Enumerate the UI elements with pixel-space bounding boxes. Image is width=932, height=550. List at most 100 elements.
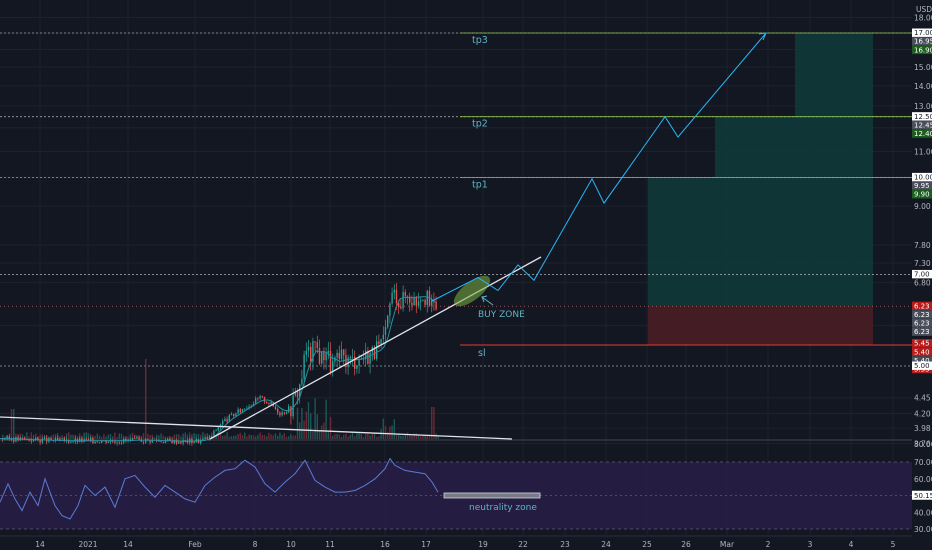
time-tick: 2021 [78,540,97,549]
volume-bar [378,436,380,439]
volume-bar [321,425,323,439]
candle-body [393,289,395,293]
buy-zone-ellipse[interactable] [449,270,495,311]
volume-bar [116,436,118,439]
time-tick: 17 [421,540,431,549]
volume-bar [85,432,87,439]
candle-body [365,350,367,360]
candle-body [384,327,387,335]
candle-body [270,402,272,405]
price-tag-text: 9.90 [914,191,930,199]
candle-body [215,430,217,432]
volume-bar [230,436,233,439]
candle-body [279,412,281,416]
projection-path[interactable] [431,32,767,302]
volume-bar [433,407,435,439]
volume-bar [310,413,312,439]
rsi-tick: 30.00 [914,525,932,534]
volume-bar [422,435,424,439]
candle-body [294,391,296,396]
price-tag [912,347,932,357]
price-tag-text: 6.23 [914,328,930,336]
volume-bar [35,433,37,439]
volume-bar [98,435,101,439]
candle-body [347,357,349,367]
volume-bar [30,432,32,439]
candle-body [266,401,268,404]
time-tick: 11 [325,540,335,549]
candle-body [72,441,74,443]
candle-body [362,359,365,361]
volume-bar [257,434,259,439]
candle-body [321,351,323,364]
candle-body [193,442,195,444]
candle-body [90,438,92,440]
candle-body [404,292,406,296]
volume-bar [197,433,200,439]
candle-body [134,437,136,439]
volume-bar [294,435,296,439]
candle-body [162,442,164,443]
volume-bar [127,436,129,439]
candle-body [109,440,112,442]
candle-body [318,347,321,364]
price-tag [912,310,932,319]
volume-bar [10,409,13,439]
buy-zone-label: BUY ZONE [478,310,525,320]
volume-bar [274,433,277,439]
volume-bar [76,435,79,439]
volume-bar [193,433,195,439]
volume-bar [268,432,270,439]
time-tick: 23 [560,540,570,549]
profit-zone-tp3 [795,33,873,117]
volume-bar [325,399,327,439]
volume-bar [263,435,266,439]
candle-body [417,301,420,306]
volume-bar [301,407,303,439]
volume-bar [164,436,167,439]
neutrality-zone-box[interactable] [443,492,541,499]
volume-bar [305,411,307,439]
volume-bar [356,432,358,439]
candle-body [175,439,178,444]
volume-bar [426,435,428,439]
volume-bar [28,436,30,439]
volume-bar [261,434,263,439]
volume-bar [393,419,395,439]
candle-body [202,438,204,441]
volume-bar [400,435,402,439]
candle-body [259,396,261,399]
price-tick: 3.76 [914,440,931,449]
volume-bar [151,434,153,439]
candle-body [435,302,437,310]
candle-body [228,415,230,422]
volume-bar [351,432,354,439]
volume-bar [404,434,406,439]
candle-body [63,438,65,442]
position-zones [648,33,873,346]
volume-bar [292,435,294,439]
time-tick: 25 [642,540,652,549]
volume-bar [406,432,409,439]
downtrend-line[interactable] [0,416,513,440]
candle-body [334,357,336,362]
candle-body [211,435,213,437]
volume-bar [288,436,290,439]
candle-body [307,346,310,351]
time-tick: 19 [478,540,488,549]
volume-bar [233,435,235,439]
time-tick: 22 [518,540,528,549]
candle-body [285,412,288,414]
volume-bar [283,432,285,439]
volume-bar [39,434,41,439]
candle-body [167,438,169,441]
volume-bar [336,434,338,439]
candle-body [96,441,98,443]
drawings[interactable]: BUY ZONE [0,32,767,440]
candle-body [263,396,266,402]
candle-body [409,296,411,303]
candle-body [277,408,279,413]
price-tag [912,45,932,55]
candle-body [382,334,384,340]
